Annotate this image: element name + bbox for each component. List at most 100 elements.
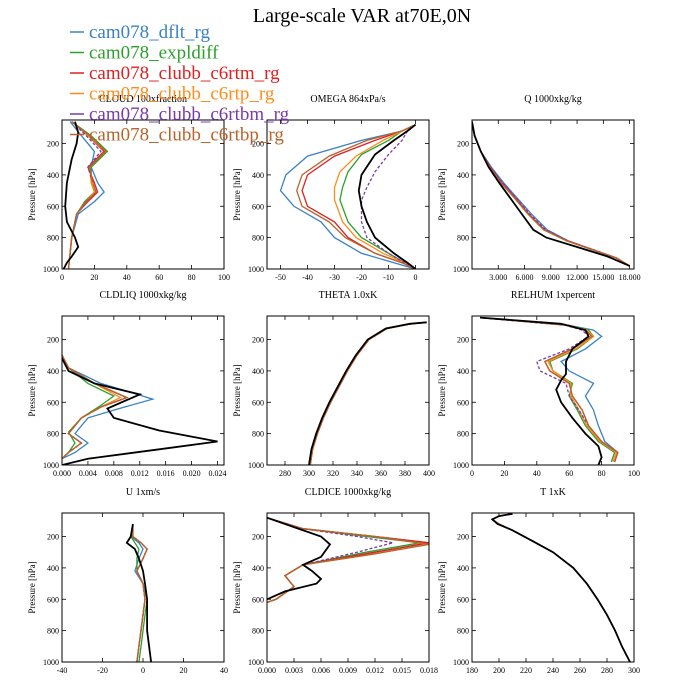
plot-frame xyxy=(471,315,635,466)
x-tick-label: 260 xyxy=(574,666,586,675)
x-tick-label: 0 xyxy=(141,666,145,675)
series-line-cam078_clubb_c6rtbp_rg xyxy=(267,517,429,604)
x-tick-label: 300 xyxy=(628,666,640,675)
series-line-cam078_clubb_c6rtbm_rg xyxy=(360,124,416,269)
legend-item: cam078_expldiff xyxy=(70,43,219,64)
series-line-cam078_clubb_c6rtbp_rg xyxy=(62,354,129,460)
panel-9: 180 200 220 240 260 280 300 200 400 600 800 1000 Pre… xyxy=(437,487,640,675)
y-tick-label: 400 xyxy=(47,564,59,573)
series-line-cam078_expldiff xyxy=(491,513,631,662)
x-tick-label: 0.024 xyxy=(209,469,227,478)
series-line-cam078_dflt_rg xyxy=(491,513,631,662)
y-tick-label: 200 xyxy=(457,533,469,542)
panel-title: OMEGA 864xPa/s xyxy=(310,94,385,105)
x-tick-label: 240 xyxy=(547,666,559,675)
y-tick-label: 400 xyxy=(252,171,264,180)
y-tick-label: 600 xyxy=(457,202,469,211)
y-tick-label: 400 xyxy=(47,171,59,180)
y-axis-label: Pressure [hPa] xyxy=(232,168,242,220)
series-line-cam078_dflt_rg xyxy=(279,124,416,269)
x-tick-label: 0.003 xyxy=(285,666,303,675)
x-tick-label: -40 xyxy=(302,273,313,282)
x-tick-label: 40 xyxy=(220,666,228,675)
series-line-control xyxy=(62,121,80,269)
x-tick-label: -40 xyxy=(57,666,68,675)
y-tick-label: 200 xyxy=(47,336,59,345)
panel-2: -50 -40 -30 -20 -10 0 200 400 600 800 1000 Pressure… xyxy=(232,94,430,282)
legend-item: cam078_clubb_c6rtp_rg xyxy=(70,84,275,105)
x-tick-label: 0.012 xyxy=(131,469,149,478)
series-line-control xyxy=(125,523,152,662)
legend: cam078_dflt_rgcam078_expldiffcam078_club… xyxy=(70,22,290,146)
figure-title: Large-scale VAR at70E,0N xyxy=(253,5,471,27)
x-tick-label: 220 xyxy=(520,666,532,675)
x-tick-label: 0.000 xyxy=(53,469,71,478)
x-tick-label: 300 xyxy=(303,469,315,478)
y-tick-label: 600 xyxy=(47,398,59,407)
y-axis-label: Pressure [hPa] xyxy=(437,168,447,220)
y-tick-label: 1000 xyxy=(43,265,59,274)
x-tick-label: 0.008 xyxy=(105,469,123,478)
y-tick-label: 400 xyxy=(47,367,59,376)
plot-frame xyxy=(266,315,430,466)
series-line-cam078_expldiff xyxy=(480,316,616,463)
plot-frame xyxy=(266,512,430,663)
x-tick-label: 40 xyxy=(533,469,541,478)
x-tick-label: 0.009 xyxy=(339,666,357,675)
series-line-cam078_dflt_rg xyxy=(480,316,619,463)
y-tick-label: 800 xyxy=(457,234,469,243)
panel-title: T 1xK xyxy=(540,487,566,498)
x-tick-label: 320 xyxy=(327,469,339,478)
panel-5: 280 300 320 340 360 380 400 200 400 600 800 1000 Pre… xyxy=(232,290,435,478)
x-tick-label: -20 xyxy=(97,666,108,675)
y-tick-label: 600 xyxy=(457,398,469,407)
y-tick-label: 200 xyxy=(252,533,264,542)
y-tick-label: 800 xyxy=(252,234,264,243)
legend-label: cam078_clubb_c6rtm_rg xyxy=(89,63,280,84)
series-line-cam078_dflt_rg xyxy=(309,321,427,465)
plot-frame xyxy=(61,315,225,466)
series-line-control xyxy=(267,516,332,601)
legend-item: cam078_clubb_c6rtbp_rg xyxy=(70,125,284,146)
series-group xyxy=(62,354,218,465)
y-tick-label: 800 xyxy=(457,627,469,636)
x-tick-label: 340 xyxy=(351,469,363,478)
plot-frame xyxy=(471,119,635,270)
x-tick-label: 20 xyxy=(90,273,98,282)
x-tick-label: 0.018 xyxy=(420,666,438,675)
series-group xyxy=(490,513,631,662)
series-line-cam078_dflt_rg xyxy=(62,354,156,460)
x-tick-label: 20 xyxy=(500,469,508,478)
series-line-control xyxy=(490,513,631,662)
series-line-cam078_dflt_rg xyxy=(472,121,630,267)
x-tick-label: 0.015 xyxy=(393,666,411,675)
x-tick-label: 0.012 xyxy=(366,666,384,675)
x-tick-label: 0.020 xyxy=(183,469,201,478)
y-tick-label: 600 xyxy=(47,202,59,211)
x-tick-label: 0.000 xyxy=(258,666,276,675)
panel-7: -40 -20 0 20 40 200 400 600 800 1000 Pressure [hPa… xyxy=(27,487,228,675)
y-tick-label: 200 xyxy=(457,140,469,149)
series-group xyxy=(267,516,429,604)
panel-3: 3.000 6.000 9.000 12.000 15.000 18.000 200 400 6… xyxy=(437,94,641,282)
y-axis-label: Pressure [hPa] xyxy=(437,364,447,416)
series-line-cam078_clubb_c6rtm_rg xyxy=(301,124,416,269)
x-tick-label: 80 xyxy=(598,469,606,478)
y-tick-label: 800 xyxy=(47,627,59,636)
panel-title: CLDLIQ 1000xkg/kg xyxy=(100,290,187,301)
legend-item: cam078_clubb_c6rtbm_rg xyxy=(70,104,290,125)
panel-title: CLDICE 1000xkg/kg xyxy=(305,487,391,498)
panel-6: 0 20 40 60 80 100 200 400 600 800 1000 Pressure [hP… xyxy=(437,290,640,478)
x-tick-label: 80 xyxy=(188,273,196,282)
x-tick-label: 0 xyxy=(60,273,64,282)
x-tick-label: 12.000 xyxy=(566,273,588,282)
series-line-control xyxy=(472,121,630,267)
legend-label: cam078_expldiff xyxy=(89,43,219,64)
legend-label: cam078_clubb_c6rtbm_rg xyxy=(89,104,290,125)
y-axis-label: Pressure [hPa] xyxy=(232,561,242,613)
y-tick-label: 600 xyxy=(47,595,59,604)
y-tick-label: 600 xyxy=(252,202,264,211)
y-tick-label: 1000 xyxy=(248,658,264,667)
